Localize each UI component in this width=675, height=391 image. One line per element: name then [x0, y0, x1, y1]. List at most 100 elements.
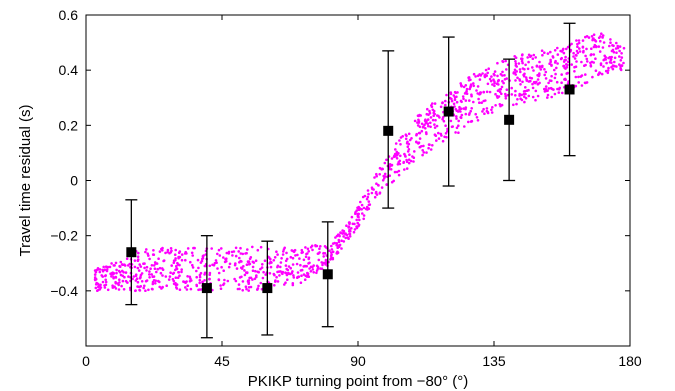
- scatter-point: [519, 83, 522, 86]
- scatter-point: [553, 92, 557, 96]
- scatter-point: [498, 103, 502, 106]
- scatter-point: [308, 261, 311, 265]
- scatter-point: [118, 264, 121, 268]
- scatter-point: [406, 145, 410, 148]
- scatter-point: [590, 47, 593, 50]
- scatter-point: [399, 154, 402, 158]
- scatter-point: [551, 55, 555, 58]
- scatter-point: [613, 56, 617, 60]
- scatter-point: [598, 50, 602, 53]
- scatter-point: [501, 59, 504, 63]
- scatter-point: [468, 99, 471, 102]
- scatter-point: [337, 238, 341, 242]
- scatter-point: [161, 249, 164, 252]
- scatter-point: [370, 191, 374, 195]
- mean-marker: [504, 114, 515, 125]
- scatter-point: [475, 89, 478, 92]
- scatter-point: [93, 273, 97, 276]
- scatter-point: [520, 98, 524, 102]
- scatter-point: [439, 132, 443, 136]
- scatter-point: [256, 270, 260, 274]
- scatter-point: [182, 280, 185, 283]
- scatter-point: [220, 247, 223, 250]
- scatter-point: [268, 272, 272, 275]
- scatter-point: [484, 73, 487, 76]
- scatter-point: [420, 122, 424, 126]
- scatter-point: [119, 273, 123, 277]
- scatter-point: [108, 265, 112, 269]
- scatter-point: [619, 59, 623, 62]
- scatter-point: [522, 92, 526, 96]
- scatter-point: [142, 286, 145, 290]
- scatter-point: [555, 80, 559, 84]
- scatter-point: [172, 271, 176, 275]
- scatter-point: [550, 95, 553, 99]
- scatter-point: [225, 251, 229, 255]
- scatter-point: [594, 57, 597, 60]
- scatter-point: [222, 269, 225, 273]
- scatter-point: [147, 288, 150, 292]
- scatter-point: [580, 74, 584, 77]
- scatter-point: [134, 274, 138, 278]
- scatter-point: [161, 285, 164, 289]
- scatter-point: [492, 72, 496, 76]
- scatter-point: [541, 64, 544, 68]
- scatter-point: [348, 235, 352, 238]
- scatter-point: [284, 281, 287, 285]
- scatter-point: [132, 275, 136, 278]
- scatter-point: [352, 230, 356, 234]
- scatter-point: [191, 254, 194, 257]
- scatter-point: [192, 246, 195, 250]
- scatter-point: [287, 272, 291, 276]
- scatter-point: [550, 74, 553, 78]
- scatter-point: [321, 263, 324, 267]
- scatter-point: [566, 82, 570, 85]
- scatter-point: [289, 266, 293, 270]
- scatter-point: [299, 281, 303, 285]
- scatter-point: [272, 272, 276, 276]
- scatter-point: [173, 253, 177, 256]
- scatter-point: [433, 123, 436, 126]
- scatter-point: [486, 71, 490, 75]
- scatter-point: [126, 264, 130, 267]
- scatter-point: [500, 92, 503, 96]
- scatter-point: [557, 91, 561, 94]
- scatter-point: [556, 53, 560, 56]
- scatter-point: [573, 57, 577, 60]
- scatter-point: [189, 287, 193, 291]
- scatter-point: [367, 192, 370, 196]
- scatter-point: [298, 257, 301, 260]
- scatter-point: [195, 275, 198, 279]
- scatter-point: [136, 259, 140, 263]
- scatter-point: [514, 89, 517, 93]
- scatter-point: [435, 114, 439, 117]
- scatter-point: [535, 65, 539, 68]
- scatter-point: [111, 284, 114, 288]
- scatter-point: [529, 54, 533, 58]
- scatter-point: [152, 249, 155, 252]
- scatter-point: [485, 107, 489, 110]
- scatter-point: [437, 137, 441, 140]
- scatter-point: [162, 259, 165, 263]
- scatter-point: [424, 127, 427, 130]
- scatter-point: [356, 206, 359, 210]
- scatter-point: [199, 261, 203, 264]
- scatter-point: [178, 274, 181, 278]
- scatter-point: [397, 173, 401, 177]
- scatter-point: [269, 257, 272, 261]
- scatter-point: [458, 108, 461, 111]
- scatter-point: [426, 122, 430, 125]
- scatter-point: [412, 156, 416, 159]
- scatter-point: [389, 168, 393, 171]
- scatter-point: [112, 264, 116, 267]
- scatter-point: [241, 289, 244, 292]
- scatter-point: [169, 251, 173, 254]
- scatter-point: [378, 192, 382, 195]
- scatter-point: [172, 282, 176, 286]
- scatter-point: [234, 254, 238, 258]
- scatter-point: [388, 174, 392, 177]
- scatter-point: [186, 275, 189, 278]
- scatter-point: [575, 49, 579, 53]
- scatter-point: [450, 125, 454, 129]
- scatter-point: [501, 70, 504, 74]
